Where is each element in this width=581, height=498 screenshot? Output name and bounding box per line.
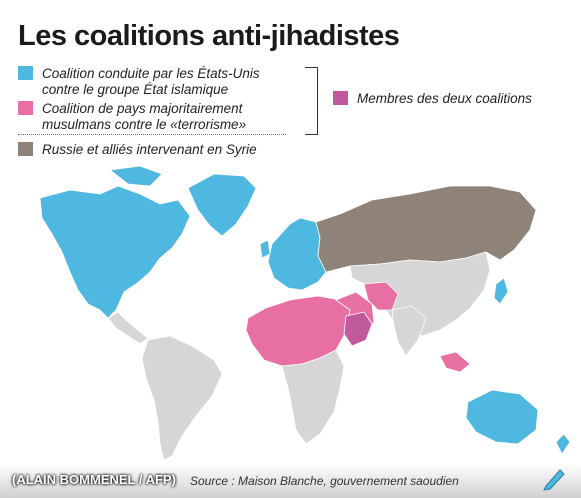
legend-label-russia-allies: Russie et alliés intervenant en Syrie: [42, 142, 257, 157]
legend-item-both-coalitions: Membres des deux coalitions: [333, 91, 532, 107]
photo-credit: (ALAIN BOMMENEL / AFP): [12, 472, 176, 487]
legend-label-both-coalitions: Membres des deux coalitions: [357, 91, 532, 106]
region-australia: [465, 389, 539, 445]
region-arabian-peninsula: [343, 311, 373, 347]
region-southern-africa: [281, 349, 345, 445]
world-map: [39, 165, 571, 461]
legend-swatch-both-coalitions: [333, 91, 348, 105]
legend-item-russia-allies: Russie et alliés intervenant en Syrie: [18, 142, 257, 158]
legend-swatch-muslim-coalition: [18, 101, 33, 115]
footer-bar: [0, 464, 581, 498]
legend-swatch-russia-allies: [18, 142, 33, 156]
legend-item-us-coalition: Coalition conduite par les États-Unis co…: [18, 66, 260, 98]
legend-bracket: [305, 67, 318, 135]
legend-divider: [18, 134, 286, 135]
region-north-america: [39, 185, 191, 319]
region-central-america: [107, 311, 149, 345]
legend-label-muslim-coalition: Coalition de pays majoritairement musulm…: [42, 101, 247, 132]
pen-icon: [543, 469, 565, 491]
region-japan: [493, 277, 509, 305]
region-uk: [259, 239, 271, 259]
region-south-america: [141, 335, 223, 461]
region-russia: [315, 185, 537, 273]
map-title: Les coalitions anti-jihadistes: [18, 20, 400, 52]
region-arctic-islands: [109, 165, 163, 187]
source-text: Source : Maison Blanche, gouvernement sa…: [190, 474, 459, 488]
legend-swatch-us-coalition: [18, 66, 33, 80]
legend-item-muslim-coalition: Coalition de pays majoritairement musulm…: [18, 101, 246, 133]
region-southeast-asia: [439, 351, 471, 373]
region-india: [391, 305, 427, 357]
legend-label-us-coalition: Coalition conduite par les États-Unis co…: [42, 66, 260, 97]
region-new-zealand: [555, 433, 571, 455]
region-greenland: [187, 173, 257, 237]
